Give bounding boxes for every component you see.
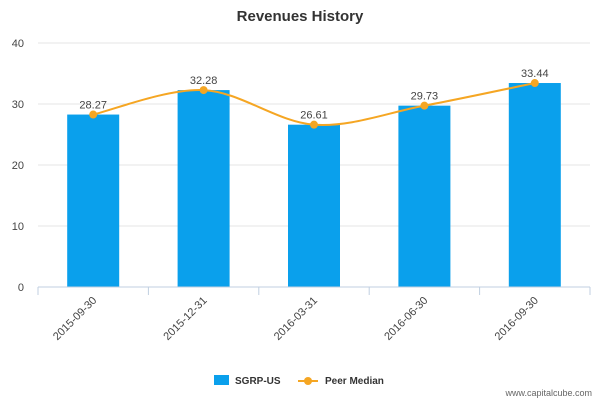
x-tick-label: 2016-06-30 bbox=[382, 295, 430, 343]
peer-median-points bbox=[89, 79, 539, 129]
peer-median-point[interactable] bbox=[420, 101, 429, 110]
bar[interactable] bbox=[398, 105, 451, 287]
peer-median-point[interactable] bbox=[199, 86, 208, 95]
x-tick-label: 2015-09-30 bbox=[51, 295, 99, 343]
y-tick-label: 0 bbox=[18, 282, 24, 294]
data-label: 32.28 bbox=[190, 75, 218, 87]
data-label: 29.73 bbox=[411, 91, 439, 103]
chart-title: Revenues History bbox=[237, 8, 364, 25]
bar[interactable] bbox=[288, 124, 340, 287]
x-tick-label: 2016-09-30 bbox=[493, 295, 541, 343]
legend[interactable]: SGRP-US Peer Median bbox=[214, 375, 384, 387]
legend-marker-peer bbox=[304, 377, 312, 385]
bar[interactable] bbox=[508, 83, 561, 288]
legend-swatch-sgrp bbox=[214, 375, 229, 385]
legend-label-peer: Peer Median bbox=[325, 376, 384, 387]
x-tick-label: 2016-03-31 bbox=[272, 295, 320, 343]
legend-item-peer-median[interactable]: Peer Median bbox=[298, 376, 384, 387]
bars bbox=[67, 83, 561, 288]
bar[interactable] bbox=[177, 90, 230, 287]
data-label: 28.27 bbox=[79, 100, 107, 112]
data-labels: 28.27 32.28 26.61 29.73 33.44 bbox=[79, 68, 548, 122]
peer-median-point[interactable] bbox=[310, 120, 318, 129]
data-label: 26.61 bbox=[300, 110, 328, 122]
data-label: 33.44 bbox=[521, 68, 549, 80]
legend-item-sgrp[interactable]: SGRP-US bbox=[214, 375, 281, 387]
x-axis-ticks: 2015-09-30 2015-12-31 2016-03-31 2016-06-30… bbox=[37, 287, 591, 343]
watermark: www.capitalcube.com bbox=[504, 388, 592, 398]
bar[interactable] bbox=[67, 114, 120, 287]
legend-label-sgrp: SGRP-US bbox=[235, 376, 281, 387]
y-tick-label: 30 bbox=[12, 99, 24, 111]
peer-median-point[interactable] bbox=[89, 110, 98, 119]
peer-median-point[interactable] bbox=[530, 79, 539, 88]
y-tick-label: 20 bbox=[12, 160, 24, 172]
x-tick-label: 2015-12-31 bbox=[161, 295, 209, 343]
y-tick-label: 10 bbox=[12, 221, 24, 233]
y-tick-label: 40 bbox=[12, 38, 24, 50]
y-axis-ticks: 0 10 20 30 40 bbox=[12, 38, 24, 294]
